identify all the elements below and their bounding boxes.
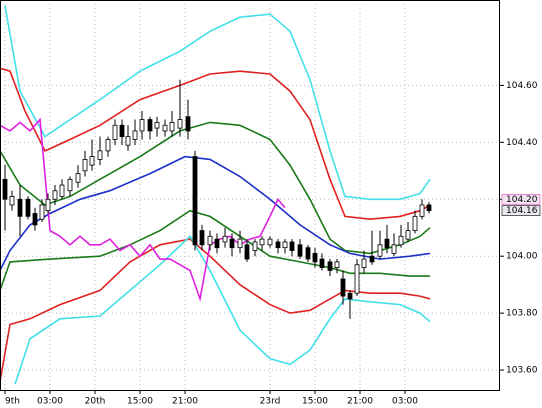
- candle-body: [244, 244, 250, 260]
- candle-body: [112, 124, 118, 140]
- candle-body: [384, 238, 390, 249]
- band-line: [0, 238, 431, 382]
- candle-body: [192, 156, 198, 246]
- candle-body: [119, 124, 125, 138]
- candle-body: [312, 252, 318, 263]
- candle-body: [2, 178, 8, 200]
- candle-body: [289, 241, 295, 251]
- candle-body: [162, 124, 168, 132]
- y-tick-label: 104.00: [506, 252, 538, 262]
- x-tick-label: 23rd: [260, 397, 281, 407]
- candle-body: [334, 261, 340, 268]
- candle-body: [305, 247, 311, 260]
- band-line: [4, 5, 431, 201]
- candle-body: [275, 241, 281, 249]
- price-tag-box: [501, 193, 541, 205]
- x-tick-label: 03:00: [392, 397, 418, 407]
- band-line: [0, 67, 431, 221]
- candle-body: [25, 198, 31, 217]
- candle-body: [59, 184, 65, 197]
- candle-body: [89, 156, 95, 166]
- band-line: [0, 209, 430, 291]
- y-tick-label: 104.60: [506, 81, 538, 91]
- candle-body: [361, 258, 367, 268]
- candle-body: [147, 119, 153, 132]
- candle-body: [52, 190, 58, 200]
- candle-body: [199, 230, 205, 246]
- candle-body: [82, 159, 88, 172]
- band-line: [14, 235, 431, 385]
- candle-body: [9, 196, 15, 206]
- x-tick-label: 15:00: [127, 397, 153, 407]
- candle-body: [327, 261, 333, 271]
- axes: 103.60 103.80 104.00 104.20 104.40 104.60 9th 0…: [4, 81, 541, 407]
- candle-body: [39, 204, 45, 220]
- candle-body: [222, 235, 228, 243]
- x-tick-label: 9th: [5, 397, 20, 407]
- candle-body: [237, 238, 243, 249]
- price-tag-label: 104.16: [506, 206, 538, 216]
- x-tick-label: 21:00: [347, 397, 373, 407]
- candle-body: [282, 241, 288, 249]
- candle-body: [214, 238, 220, 249]
- x-tick-label: 03:00: [37, 397, 63, 407]
- grid: [0, 0, 500, 390]
- price-tag-box: [501, 205, 541, 216]
- candle-body: [177, 119, 183, 129]
- y-tick-label: 103.80: [506, 309, 538, 319]
- candle-body: [75, 173, 81, 183]
- price-tag-label: 104.20: [506, 195, 538, 205]
- candle-body: [297, 244, 303, 257]
- candle-body: [398, 235, 404, 246]
- candle-body: [354, 264, 360, 294]
- candle-body: [105, 139, 111, 152]
- candle-body: [67, 178, 73, 192]
- candle-body: [369, 255, 375, 263]
- candle-body: [419, 204, 425, 217]
- candle-body: [185, 116, 191, 132]
- x-tick-label: 21:00: [172, 397, 198, 407]
- candle-body: [207, 235, 213, 246]
- candle-body: [17, 198, 23, 217]
- candle-body: [391, 244, 397, 254]
- candle-body: [377, 244, 383, 257]
- candle-body: [426, 204, 432, 212]
- y-tick-label: 104.40: [506, 138, 538, 148]
- candle-body: [412, 215, 418, 231]
- x-tick-label: 15:00: [302, 397, 328, 407]
- candle-body: [139, 119, 145, 132]
- candle-body: [405, 230, 411, 240]
- candle-body: [125, 136, 131, 146]
- candles: [2, 79, 432, 319]
- candle-body: [97, 150, 103, 160]
- candle-body: [259, 238, 265, 246]
- candle-body: [340, 278, 346, 297]
- x-tick-label: 20th: [85, 397, 106, 407]
- band-line: [0, 121, 431, 255]
- candle-body: [169, 122, 175, 132]
- candle-body: [252, 241, 258, 251]
- candle-body: [267, 238, 273, 246]
- candle-body: [32, 213, 38, 226]
- candle-body: [347, 292, 353, 300]
- candle-body: [319, 258, 325, 268]
- candle-body: [154, 122, 160, 129]
- y-tick-label: 103.60: [506, 366, 538, 376]
- candle-body: [45, 198, 51, 212]
- candle-body: [132, 130, 138, 140]
- plot-frame: [0, 0, 500, 391]
- candle-body: [229, 238, 235, 249]
